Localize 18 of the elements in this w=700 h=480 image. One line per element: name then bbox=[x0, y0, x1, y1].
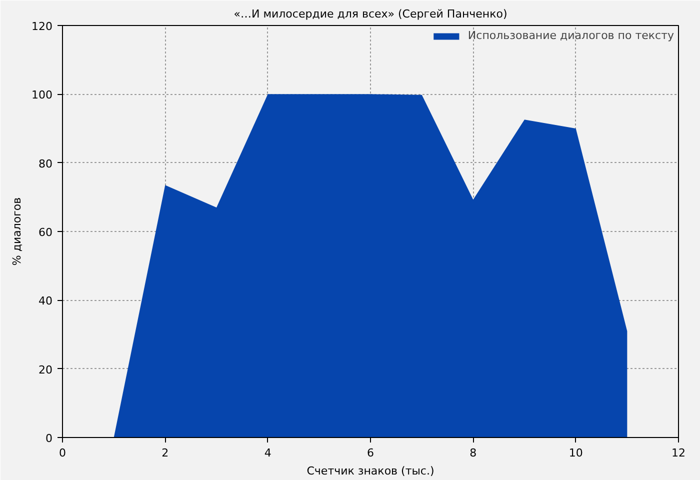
y-axis-title: % диалогов bbox=[10, 197, 24, 266]
x-tick-label: 0 bbox=[59, 446, 66, 460]
y-tick-label: 120 bbox=[32, 20, 53, 33]
y-tick-label: 20 bbox=[38, 363, 53, 376]
y-tick-label: 80 bbox=[38, 157, 53, 170]
x-tick-label: 8 bbox=[470, 446, 477, 460]
x-tick-label: 12 bbox=[672, 446, 686, 460]
x-axis-title: Счетчик знаков (тыс.) bbox=[306, 464, 434, 478]
y-tick-label: 60 bbox=[38, 226, 53, 239]
x-tick-label: 4 bbox=[264, 446, 272, 460]
x-tick-label: 10 bbox=[568, 446, 583, 460]
y-tick-label: 40 bbox=[38, 294, 53, 308]
y-tick-label: 0 bbox=[46, 432, 52, 445]
x-tick-label: 2 bbox=[162, 446, 169, 460]
x-tick-label: 6 bbox=[367, 446, 374, 460]
chart-title: «…И милосердие для всех» (Сергей Панченко) bbox=[234, 8, 508, 20]
legend-label: Использование диалогов по тексту bbox=[468, 29, 674, 42]
y-tick-label: 100 bbox=[32, 88, 53, 102]
